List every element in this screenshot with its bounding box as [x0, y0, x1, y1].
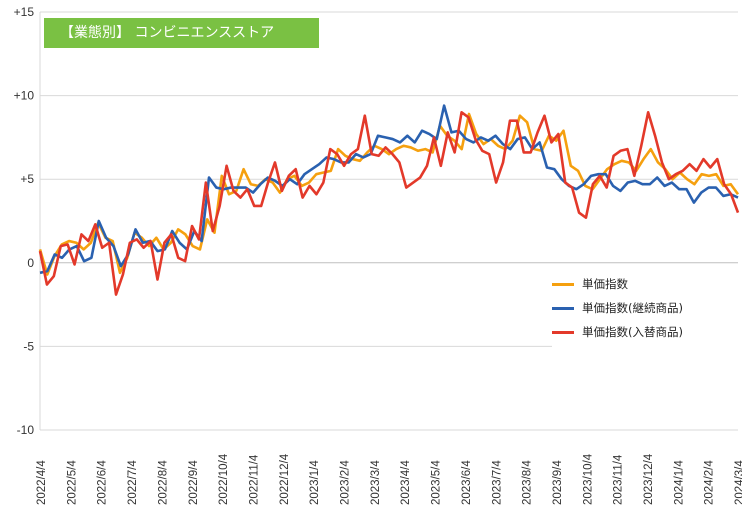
x-tick-label: 2022/4/4 — [36, 460, 48, 505]
series-lines — [38, 104, 740, 296]
x-tick-label: 2022/9/4 — [188, 460, 200, 505]
y-tick-label: 0 — [27, 256, 34, 270]
x-tick-label: 2024/2/4 — [704, 460, 716, 505]
grid — [39, 11, 738, 431]
x-tick-label: 2023/11/4 — [613, 454, 625, 505]
y-tick-label: +5 — [20, 172, 34, 186]
legend-item-replacement: 単価指数(入替商品) — [552, 322, 683, 342]
x-tick-label: 2023/2/4 — [340, 460, 352, 505]
x-tick-label: 2023/3/4 — [370, 460, 382, 505]
y-tick-label: +10 — [14, 89, 35, 103]
y-tick-label: -10 — [17, 423, 35, 437]
legend-label-unit-price: 単価指数 — [582, 277, 628, 291]
legend-label-continuing: 単価指数(継続商品) — [582, 301, 683, 315]
x-tick-label: 2023/10/4 — [582, 453, 594, 505]
x-tick-label: 2023/1/4 — [309, 460, 321, 505]
x-tick-label: 2023/6/4 — [461, 460, 473, 505]
x-tick-label: 2022/11/4 — [248, 454, 260, 505]
legend: 単価指数 単価指数(継続商品) 単価指数(入替商品) — [552, 268, 742, 350]
y-tick-label: +15 — [14, 5, 35, 19]
x-tick-label: 2022/6/4 — [97, 460, 109, 505]
x-tick-label: 2022/7/4 — [127, 460, 139, 505]
x-tick-label: 2023/12/4 — [643, 453, 655, 505]
y-axis-ticks: +15 +10 +5 0 -5 -10 — [14, 5, 35, 437]
x-tick-label: 2022/10/4 — [218, 453, 230, 505]
legend-item-unit-price: 単価指数 — [552, 274, 628, 294]
x-tick-label: 2024/3/4 — [734, 460, 742, 505]
series-line-1 — [39, 104, 739, 275]
x-tick-label: 2022/12/4 — [279, 453, 291, 505]
x-tick-label: 2022/5/4 — [66, 460, 78, 505]
x-tick-label: 2023/4/4 — [400, 460, 412, 505]
legend-label-replacement: 単価指数(入替商品) — [582, 325, 683, 339]
x-tick-label: 2022/8/4 — [157, 460, 169, 505]
x-tick-label: 2023/9/4 — [552, 460, 564, 505]
legend-swatch-replacement — [552, 330, 574, 334]
x-tick-label: 2024/1/4 — [673, 460, 685, 505]
series-line-2 — [38, 111, 740, 296]
legend-swatch-unit-price — [552, 282, 574, 286]
chart-title: 【業態別】 コンビニエンスストア — [44, 18, 319, 48]
y-tick-label: -5 — [23, 339, 34, 353]
x-axis-ticks: 2022/4/4 2022/5/4 2022/6/4 2022/7/4 2022/8/4… — [36, 453, 742, 505]
x-tick-label: 2023/5/4 — [431, 460, 443, 505]
legend-item-continuing: 単価指数(継続商品) — [552, 298, 683, 318]
series-line-0 — [38, 112, 740, 276]
x-tick-label: 2023/7/4 — [491, 460, 503, 505]
x-tick-label: 2023/8/4 — [522, 460, 534, 505]
legend-swatch-continuing — [552, 306, 574, 310]
